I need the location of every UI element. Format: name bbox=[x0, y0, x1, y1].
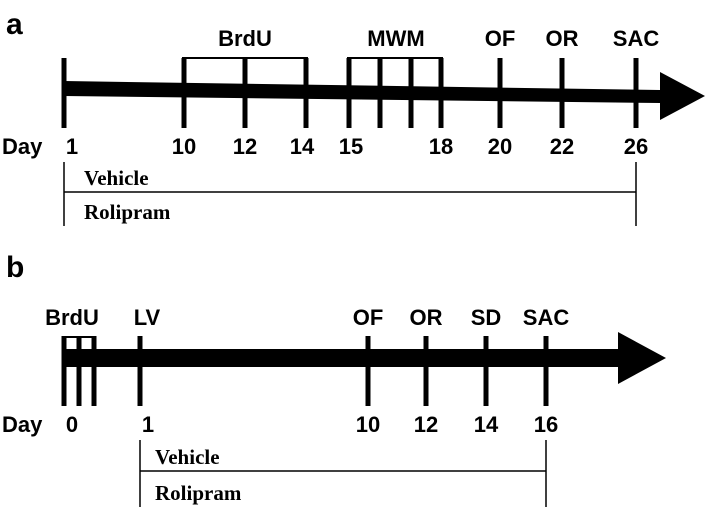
panel-b-day-ticks bbox=[61, 336, 549, 406]
panel-b-day-label-10: 10 bbox=[356, 412, 380, 437]
panel-a-event-sac: SAC bbox=[613, 26, 660, 51]
panel-a-day-label-1: 1 bbox=[66, 134, 78, 159]
panel-a-event-of: OF bbox=[485, 26, 516, 51]
panel-a-day-label-12: 12 bbox=[233, 134, 257, 159]
panel-b-timeline-arrow bbox=[64, 332, 666, 384]
panel-a-day-label-14: 14 bbox=[290, 134, 315, 159]
panel-a-day-label-18: 18 bbox=[429, 134, 453, 159]
panel-a-day-label-15: 15 bbox=[339, 134, 363, 159]
panel-a-group-vehicle: Vehicle bbox=[84, 166, 149, 190]
panel-a-day-label-20: 20 bbox=[488, 134, 512, 159]
panel-b-event-brdu: BrdU bbox=[45, 305, 99, 330]
panel-b-day-prefix: Day bbox=[2, 412, 43, 437]
panel-b-letter: b bbox=[6, 251, 24, 284]
panel-b-day-label-12: 12 bbox=[414, 412, 438, 437]
panel-b: b BrdU LV OF OR SD SAC Day 0 1 10 12 bbox=[2, 251, 666, 507]
panel-a-event-mwm: MWM bbox=[367, 26, 424, 51]
panel-a-letter: a bbox=[6, 8, 23, 41]
panel-b-day-label-14: 14 bbox=[474, 412, 499, 437]
panel-b-day-label-0: 0 bbox=[66, 412, 78, 437]
panel-b-event-sd: SD bbox=[471, 305, 502, 330]
panel-a-day-label-22: 22 bbox=[550, 134, 574, 159]
panel-b-day-label-1: 1 bbox=[142, 412, 154, 437]
panel-b-group-vehicle: Vehicle bbox=[155, 445, 220, 469]
panel-a-day-label-26: 26 bbox=[624, 134, 648, 159]
panel-a-day-ticks bbox=[61, 58, 639, 128]
panel-b-event-or: OR bbox=[410, 305, 443, 330]
panel-b-event-lv: LV bbox=[134, 305, 161, 330]
panel-a-event-or: OR bbox=[546, 26, 579, 51]
panel-a-day-label-10: 10 bbox=[172, 134, 196, 159]
panel-b-group-rolipram: Rolipram bbox=[155, 481, 242, 505]
panel-b-event-sac: SAC bbox=[523, 305, 570, 330]
panel-a-group-rolipram: Rolipram bbox=[84, 200, 171, 224]
panel-a-event-brdu: BrdU bbox=[218, 26, 272, 51]
panel-b-event-of: OF bbox=[353, 305, 384, 330]
panel-a-day-prefix: Day bbox=[2, 134, 43, 159]
panel-a-timeline-arrow bbox=[64, 72, 705, 120]
panel-a: a BrdU MWM OF OR SAC Day 1 10 12 bbox=[2, 8, 705, 226]
panel-b-day-label-16: 16 bbox=[534, 412, 558, 437]
